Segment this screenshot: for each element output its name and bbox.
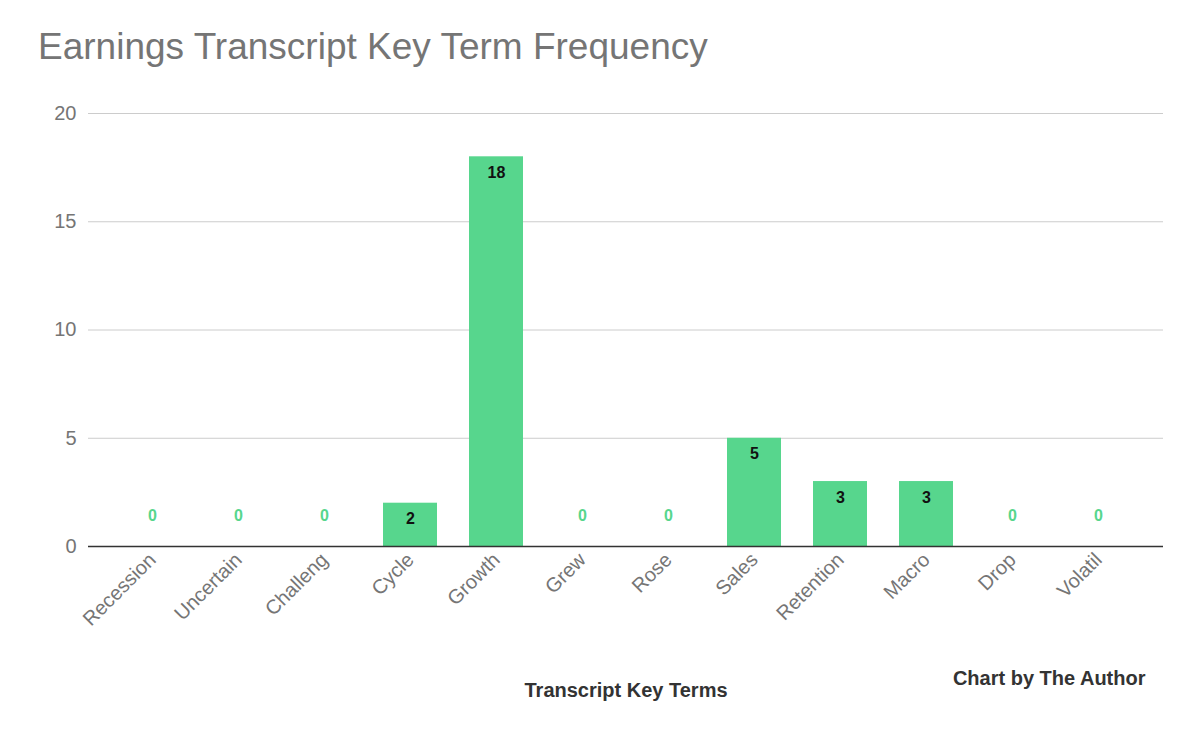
svg-text:2: 2 (406, 510, 415, 527)
svg-text:0: 0 (578, 507, 587, 524)
svg-text:Drop: Drop (974, 548, 1020, 594)
svg-text:Growth: Growth (443, 548, 504, 609)
svg-text:5: 5 (65, 427, 76, 449)
svg-text:0: 0 (664, 507, 673, 524)
svg-text:Uncertain: Uncertain (170, 548, 246, 624)
svg-text:5: 5 (750, 445, 759, 462)
svg-text:0: 0 (320, 507, 329, 524)
html-text:Earnings Transcript Key Term F: Earnings Transcript Key Term Frequency (38, 26, 708, 67)
svg-text:18: 18 (488, 164, 506, 181)
svg-text:Sales: Sales (711, 548, 762, 599)
svg-text:Retention: Retention (772, 548, 848, 624)
svg-text:Transcript Key Terms: Transcript Key Terms (524, 679, 727, 701)
svg-text:0: 0 (65, 535, 76, 557)
svg-text:Challeng: Challeng (260, 548, 331, 619)
svg-text:15: 15 (54, 210, 76, 232)
svg-text:3: 3 (922, 489, 931, 506)
svg-text:Cycle: Cycle (367, 548, 418, 599)
svg-text:3: 3 (836, 489, 845, 506)
svg-text:0: 0 (1094, 507, 1103, 524)
svg-text:20: 20 (54, 102, 76, 124)
svg-text:Rose: Rose (627, 548, 676, 597)
svg-text:0: 0 (148, 507, 157, 524)
svg-text:0: 0 (234, 507, 243, 524)
svg-text:10: 10 (54, 318, 76, 340)
svg-text:Volatil: Volatil (1053, 548, 1106, 601)
svg-text:Grew: Grew (541, 548, 591, 598)
svg-text:0: 0 (1008, 507, 1017, 524)
svg-text:Macro: Macro (879, 548, 934, 603)
svg-text:Chart by The Author: Chart by The Author (953, 667, 1146, 689)
svg-text:Recession: Recession (78, 548, 160, 630)
